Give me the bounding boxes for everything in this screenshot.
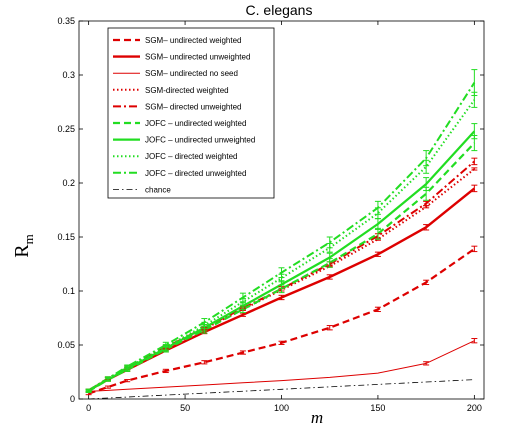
series-line-9 bbox=[88, 379, 475, 400]
legend-label-0: SGM– undirected weighted bbox=[145, 36, 242, 45]
legend: SGM– undirected weighted SGM– undirected … bbox=[107, 27, 275, 199]
legend-label-1: SGM– undirected unweighted bbox=[145, 53, 250, 62]
legend-label-2: SGM– undirected no seed bbox=[145, 69, 238, 78]
y-axis-label-subscript: m bbox=[21, 234, 36, 244]
y-tick-label: 0.05 bbox=[57, 340, 75, 350]
x-axis-label: m bbox=[311, 408, 323, 427]
x-tick-label: 50 bbox=[180, 403, 190, 413]
x-tick-label: 100 bbox=[274, 403, 289, 413]
legend-label-3: SGM-directed weighted bbox=[145, 86, 229, 95]
x-tick-label: 150 bbox=[370, 403, 385, 413]
error-bars bbox=[85, 69, 478, 396]
x-tick-label: 0 bbox=[86, 403, 91, 413]
legend-label-5: JOFC – undirected weighted bbox=[145, 119, 246, 128]
y-tick-label: 0.1 bbox=[62, 286, 75, 296]
y-tick-label: 0.35 bbox=[57, 16, 75, 26]
chart-title: C. elegans bbox=[246, 2, 313, 18]
x-tick-label: 200 bbox=[467, 403, 482, 413]
legend-label-6: JOFC – undirected unweighted bbox=[145, 136, 255, 145]
y-tick-label: 0.15 bbox=[57, 232, 75, 242]
axis-ticks: 0 50 100 150 200 0 0.05 0.1 0.15 0.2 0.25 0.3 0.35 bbox=[57, 16, 484, 413]
y-axis-label: Rm bbox=[11, 234, 36, 257]
series-line-2 bbox=[88, 340, 475, 392]
y-tick-label: 0.2 bbox=[62, 178, 75, 188]
legend-label-7: JOFC – directed weighted bbox=[145, 152, 238, 161]
y-tick-label: 0.25 bbox=[57, 124, 75, 134]
y-tick-label: 0 bbox=[70, 394, 75, 404]
y-tick-label: 0.3 bbox=[62, 70, 75, 80]
y-axis-label-main: R bbox=[11, 244, 33, 258]
legend-label-4: SGM– directed unweighted bbox=[145, 102, 242, 111]
legend-label-9: chance bbox=[145, 185, 171, 194]
legend-label-8: JOFC – directed unweighted bbox=[145, 169, 246, 178]
